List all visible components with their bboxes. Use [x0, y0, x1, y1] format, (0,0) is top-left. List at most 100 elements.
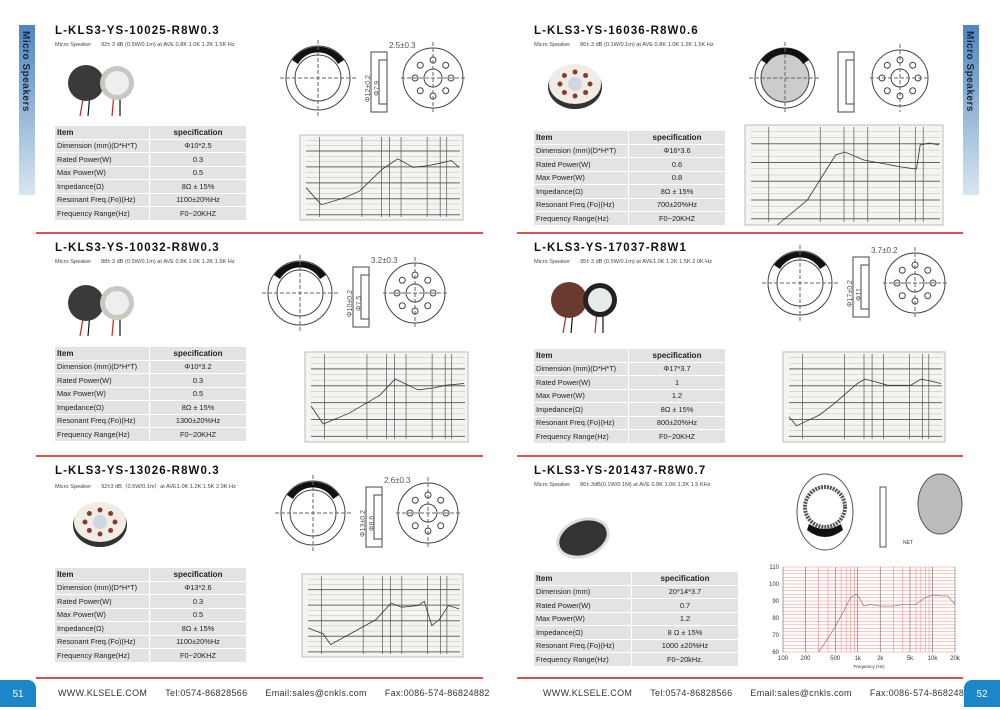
- spec-table: Item specification Dimension (mm)(D*H*T) Φ1…: [54, 346, 247, 442]
- table-row: Frequency Range(Hz) F0~20KHZ: [534, 212, 725, 225]
- diameter-dimension: Φ13±0.2: [360, 510, 367, 537]
- product-title: L-KLS3-YS-13026-R8W0.3: [55, 465, 220, 477]
- spec-table: Item specification Dimension (mm)(D*H*T) Φ1…: [54, 125, 247, 221]
- table-header-row: Item specification: [534, 572, 738, 585]
- y-tick-label: 110: [769, 565, 779, 571]
- page-number-right: 52: [964, 680, 1000, 707]
- diameter-dimension: Φ17±0.2: [847, 280, 854, 307]
- divider: [517, 455, 963, 457]
- row-value: 1100±20%Hz: [150, 193, 246, 206]
- x-axis-label: Frequency (Hz): [853, 664, 885, 669]
- frequency-response-chart: [304, 351, 469, 443]
- table-row: Max Power(W) 0.5: [55, 166, 246, 179]
- row-value: 8Ω ± 15%: [629, 185, 725, 198]
- row-value: 0.7: [632, 599, 738, 612]
- y-tick-label: 80: [772, 616, 779, 622]
- dimension-drawing: [749, 42, 930, 114]
- row-label: Resonant Freq.(Fo)(Hz): [55, 193, 149, 206]
- speaker-type: Micro Speaker: [55, 42, 92, 48]
- table-row: Rated Power(W) 0.3: [55, 374, 246, 387]
- response-curve: [777, 142, 940, 226]
- table-row: Impedance(Ω) 8 Ω ± 15%: [534, 626, 738, 639]
- row-value: 1: [629, 376, 725, 389]
- header-specification: specification: [632, 572, 738, 585]
- y-tick-label: 70: [772, 633, 779, 639]
- divider: [36, 455, 483, 457]
- row-value: Φ16*3.6: [629, 144, 725, 157]
- row-value: 0.5: [150, 166, 246, 179]
- net-label: NET: [903, 540, 913, 546]
- frequency-response-chart: [744, 124, 944, 226]
- response-curve: [788, 378, 942, 427]
- row-value: 0.3: [150, 595, 246, 608]
- dimension-drawing: 2.5±0.3 Φ12±0.2 Φ7.9: [280, 40, 465, 116]
- row-label: Rated Power(W): [534, 376, 628, 389]
- product-subtitle: Micro Speaker 88± 3 dB (0.5W/0.1m) at AVE…: [55, 259, 235, 265]
- product-photo: [68, 65, 134, 117]
- diameter-dimension: Φ10±0.2: [347, 290, 354, 317]
- footer-website[interactable]: WWW.KLSELE.COM: [543, 688, 633, 698]
- frequency-response-chart: [301, 573, 464, 658]
- product-subtitle: Micro Speaker 92± 3 dB (0.5W/0.1m) at AVE…: [55, 42, 235, 48]
- dimension-drawing: 3.7±0.2 Φ17±0.2 Φ11: [762, 245, 947, 321]
- table-row: Resonant Freq.(Fo)(Hz) 800±20%Hz: [534, 416, 725, 429]
- footer-fax: Fax:0086-574-86824882: [384, 688, 490, 698]
- x-tick-label: 200: [800, 656, 811, 662]
- table-header-row: Item specification: [55, 126, 246, 139]
- table-row: Resonant Freq.(Fo)(Hz) 1300±20%Hz: [55, 414, 246, 427]
- speaker-type: Micro Speaker: [534, 259, 571, 265]
- row-value: Φ17*3.7: [629, 362, 725, 375]
- table-row: Resonant Freq.(Fo)(Hz) 1100±20%Hz: [55, 635, 246, 648]
- table-row: Rated Power(W) 0.3: [55, 595, 246, 608]
- row-value: 8Ω ± 15%: [150, 180, 246, 193]
- table-header-row: Item specification: [534, 349, 725, 362]
- row-label: Impedance(Ω): [534, 403, 628, 416]
- table-row: Frequency Range(Hz) F0~20KHZ: [55, 428, 246, 441]
- speaker-type: Micro Speaker: [534, 42, 571, 48]
- row-value: 0.8: [629, 171, 725, 184]
- table-row: Impedance(Ω) 8Ω ± 15%: [55, 622, 246, 635]
- row-value: 0.5: [150, 387, 246, 400]
- spec-table: Item specification Dimension (mm)(D*H*T) Φ1…: [54, 567, 247, 663]
- side-tab-right: Micro Speakers: [963, 25, 979, 195]
- product-title: L-KLS3-YS-16036-R8W0.6: [534, 25, 699, 37]
- footer-website[interactable]: WWW.KLSELE.COM: [58, 688, 148, 698]
- footer-left: WWW.KLSELE.COM Tel:0574-86828566 Email:sal…: [58, 688, 508, 698]
- table-row: Resonant Freq.(Fo)(Hz) 1100±20%Hz: [55, 193, 246, 206]
- footer-tel: Tel:0574-86828566: [650, 688, 733, 698]
- row-label: Impedance(Ω): [55, 180, 149, 193]
- x-tick-label: 100: [778, 656, 789, 662]
- table-row: Rated Power(W) 1: [534, 376, 725, 389]
- footer-email[interactable]: Email:sales@cnkls.com: [750, 688, 852, 698]
- row-label: Max Power(W): [55, 166, 149, 179]
- table-header-row: Item specification: [55, 568, 246, 581]
- row-value: F0~20kHz.: [632, 653, 738, 666]
- row-value: 8Ω ± 15%: [150, 401, 246, 414]
- row-value: F0~20KHZ: [629, 212, 725, 225]
- sensitivity: 92± 3 dB (0.5W/0.1m) at AVE 0.8K 1.0K 1.…: [101, 42, 235, 48]
- row-value: Φ13*2.6: [150, 581, 246, 594]
- table-header-row: Item specification: [534, 131, 725, 144]
- row-label: Frequency Range(Hz): [534, 430, 628, 443]
- x-tick-label: 500: [830, 656, 841, 662]
- table-row: Impedance(Ω) 8Ω ± 15%: [55, 180, 246, 193]
- table-row: Resonant Freq.(Fo)(Hz) 700±20%Hz: [534, 198, 725, 211]
- product-subtitle: Micro Speaker 86± 3dB(0.1W/0.1M) at AVE 0…: [534, 482, 711, 488]
- sensitivity: 86± 3dB(0.1W/0.1M) at AVE 0.8K 1.0K 1.2K…: [580, 482, 711, 488]
- row-value: 1300±20%Hz: [150, 414, 246, 427]
- row-value: 0.5: [150, 608, 246, 621]
- row-label: Rated Power(W): [534, 599, 631, 612]
- row-value: Φ10*3.2: [150, 360, 246, 373]
- table-row: Max Power(W) 1.2: [534, 389, 725, 402]
- row-value: F0~20KHZ: [629, 430, 725, 443]
- table-row: Dimension (mm) 20*14*3.7: [534, 585, 738, 598]
- row-value: 1.2: [632, 612, 738, 625]
- dimension-drawing: 2.6±0.3 Φ13±0.2 Φ8.6: [275, 475, 460, 551]
- row-value: 8 Ω ± 15%: [632, 626, 738, 639]
- footer-email[interactable]: Email:sales@cnkls.com: [265, 688, 367, 698]
- row-value: 700±20%Hz: [629, 198, 725, 211]
- row-value: F0~20KHZ: [150, 207, 246, 220]
- speaker-type: Micro Speaker: [534, 482, 571, 488]
- y-tick-label: 60: [772, 650, 779, 656]
- x-tick-label: 1k: [855, 656, 862, 662]
